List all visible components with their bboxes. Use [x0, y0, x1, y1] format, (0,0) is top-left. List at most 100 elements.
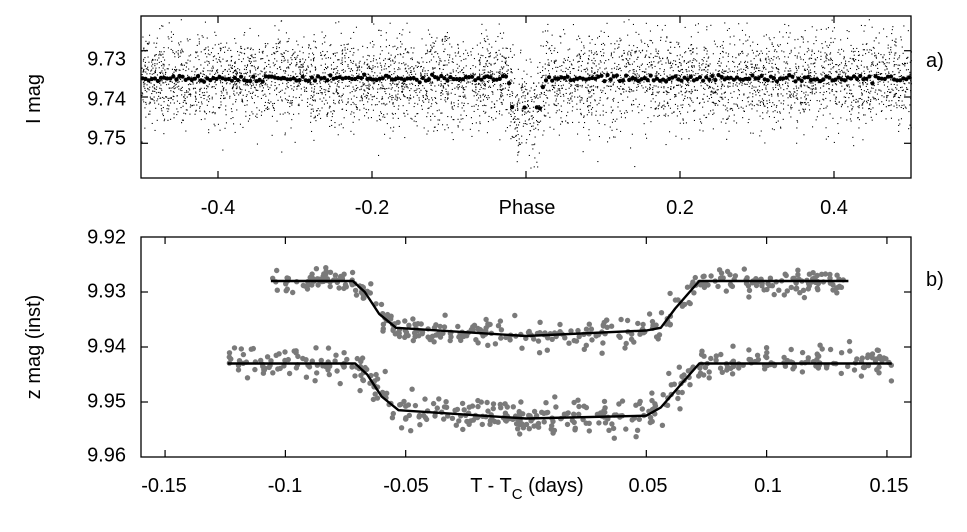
panel-a-raw-point: [194, 71, 196, 73]
panel-a-raw-point: [534, 157, 536, 159]
panel-a-raw-point: [583, 47, 585, 49]
panel-a-raw-point: [583, 116, 585, 118]
panel-a-raw-point: [710, 86, 712, 88]
panel-a-raw-point: [269, 66, 271, 68]
panel-a-raw-point: [885, 99, 887, 101]
panel-a-raw-point: [765, 59, 767, 61]
panel-a-raw-point: [435, 90, 437, 92]
panel-a-raw-point: [795, 95, 797, 97]
panel-a-raw-point: [389, 22, 391, 24]
panel-a-raw-point: [847, 70, 849, 72]
panel-a-raw-point: [302, 52, 304, 54]
panel-a-raw-point: [774, 73, 776, 75]
panel-a-raw-point: [185, 66, 187, 68]
panel-a-raw-point: [242, 126, 244, 128]
panel-a-raw-point: [347, 65, 349, 67]
panel-a-raw-point: [815, 36, 817, 38]
panel-a-raw-point: [898, 100, 900, 102]
panel-a-raw-point: [900, 75, 902, 77]
panel-a-raw-point: [520, 49, 522, 51]
panel-a-raw-point: [271, 81, 273, 83]
panel-a-raw-point: [825, 107, 827, 109]
panel-a-raw-point: [758, 67, 760, 69]
panel-a-raw-point: [377, 66, 379, 68]
panel-a-raw-point: [255, 60, 257, 62]
panel-a-raw-point: [464, 80, 466, 82]
panel-a-raw-point: [698, 69, 700, 71]
panel-a-raw-point: [533, 96, 535, 98]
panel-a-raw-point: [804, 85, 806, 87]
panel-a-raw-point: [652, 42, 654, 44]
panel-a-raw-point: [712, 113, 714, 115]
panel-a-raw-point: [636, 75, 638, 77]
panel-a-raw-point: [576, 85, 578, 87]
panel-a-raw-point: [771, 95, 773, 97]
panel-a-raw-point: [707, 57, 709, 59]
panel-a-raw-point: [765, 68, 767, 70]
panel-a-raw-point: [322, 50, 324, 52]
panel-a-raw-point: [557, 75, 559, 77]
panel-a-raw-point: [583, 69, 585, 71]
panel-a-raw-point: [795, 85, 797, 87]
panel-a-raw-point: [521, 110, 523, 112]
panel-a-raw-point: [863, 66, 865, 68]
panel-a-raw-point: [537, 166, 539, 168]
panel-a-raw-point: [194, 95, 196, 97]
panel-a-raw-point: [828, 71, 830, 73]
panel-a-raw-point: [343, 71, 345, 73]
panel-a-raw-point: [235, 83, 237, 85]
panel-a-raw-point: [270, 101, 272, 103]
panel-a-raw-point: [499, 86, 501, 88]
panel-a-raw-point: [288, 113, 290, 115]
panel-a-raw-point: [610, 106, 612, 108]
panel-a-raw-point: [239, 71, 241, 73]
panel-a-raw-point: [239, 69, 241, 71]
panel-a-raw-point: [527, 105, 529, 107]
panel-a-raw-point: [301, 66, 303, 68]
panel-a-raw-point: [576, 55, 578, 57]
panel-a-raw-point: [583, 102, 585, 104]
panel-a-raw-point: [396, 75, 398, 77]
panel-a-raw-point: [551, 34, 553, 36]
panel-a-raw-point: [154, 72, 156, 74]
panel-a-raw-point: [727, 102, 729, 104]
panel-a-raw-point: [284, 70, 286, 72]
panel-a-raw-point: [693, 66, 695, 68]
panel-a-raw-point: [463, 105, 465, 107]
panel-a-raw-point: [829, 59, 831, 61]
panel-a-raw-point: [890, 117, 892, 119]
panel-a-raw-point: [728, 130, 730, 132]
panel-a-raw-point: [257, 96, 259, 98]
panel-a-raw-point: [686, 84, 688, 86]
panel-a-raw-point: [479, 123, 481, 125]
panel-a-raw-point: [442, 85, 444, 87]
panel-a-raw-point: [362, 45, 364, 47]
panel-a-raw-point: [393, 105, 395, 107]
panel-a-raw-point: [650, 65, 652, 67]
panel-a-raw-point: [750, 132, 752, 134]
panel-a-raw-point: [203, 98, 205, 100]
panel-a-raw-point: [640, 52, 642, 54]
panel-a-raw-point: [230, 66, 232, 68]
panel-a-raw-point: [722, 41, 724, 43]
panel-a-raw-point: [310, 59, 312, 61]
panel-a-raw-point: [273, 52, 275, 54]
panel-a-raw-point: [579, 37, 581, 39]
panel-a-raw-point: [595, 86, 597, 88]
panel-a-raw-point: [860, 89, 862, 91]
panel-a-raw-point: [145, 71, 147, 73]
panel-a-raw-point: [220, 47, 222, 49]
panel-a-raw-point: [315, 68, 317, 70]
panel-a-raw-point: [438, 62, 440, 64]
panel-a-raw-point: [410, 71, 412, 73]
panel-a-raw-point: [141, 74, 143, 76]
panel-a-raw-point: [720, 81, 722, 83]
panel-a-raw-point: [763, 99, 765, 101]
panel-a-raw-point: [852, 96, 854, 98]
panel-a-raw-point: [701, 122, 703, 124]
panel-a-raw-point: [434, 67, 436, 69]
panel-a-raw-point: [335, 88, 337, 90]
panel-a-raw-point: [200, 73, 202, 75]
panel-a-raw-point: [587, 73, 589, 75]
panel-a-raw-point: [885, 118, 887, 120]
